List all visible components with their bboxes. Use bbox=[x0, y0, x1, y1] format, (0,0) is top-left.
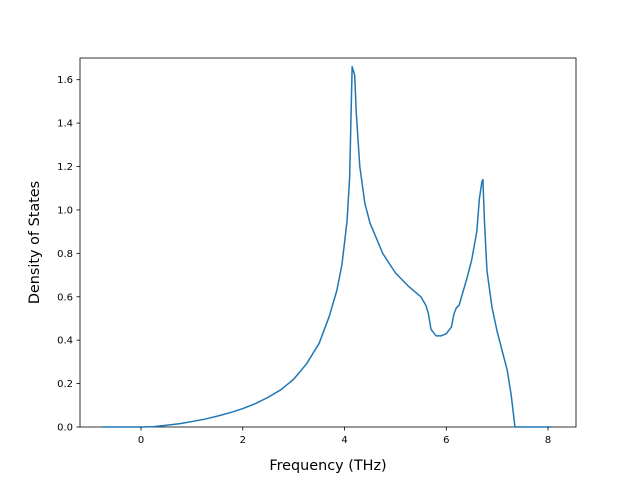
series-line-0 bbox=[102, 65, 552, 428]
x-tick-label: 6 bbox=[443, 435, 449, 446]
x-tick-label: 0 bbox=[138, 435, 144, 446]
y-tick-label: 0.0 bbox=[57, 423, 73, 434]
y-tick-label: 0.2 bbox=[57, 379, 73, 390]
axes-frame bbox=[79, 57, 577, 428]
x-tick-label: 4 bbox=[341, 435, 347, 446]
y-tick-label: 1.6 bbox=[57, 75, 73, 86]
plot-area bbox=[79, 57, 577, 428]
y-axis-label: Density of States bbox=[27, 181, 43, 304]
y-tick-label: 1.2 bbox=[57, 162, 73, 173]
y-tick-label: 0.6 bbox=[57, 292, 73, 303]
y-tick-label: 1.0 bbox=[57, 205, 73, 216]
x-tick-label: 2 bbox=[240, 435, 246, 446]
x-axis-ticks: 0 2 4 6 8 bbox=[138, 427, 551, 446]
x-axis-label: Frequency (THz) bbox=[269, 458, 386, 474]
y-axis-ticks: 0.0 0.2 0.4 0.6 0.8 1.0 1.2 1.4 1.6 bbox=[57, 75, 80, 434]
y-tick-label: 0.4 bbox=[57, 336, 73, 347]
y-tick-label: 0.8 bbox=[57, 249, 73, 260]
y-tick-label: 1.4 bbox=[57, 119, 73, 130]
x-tick-label: 8 bbox=[545, 435, 551, 446]
series-layer bbox=[102, 65, 552, 428]
